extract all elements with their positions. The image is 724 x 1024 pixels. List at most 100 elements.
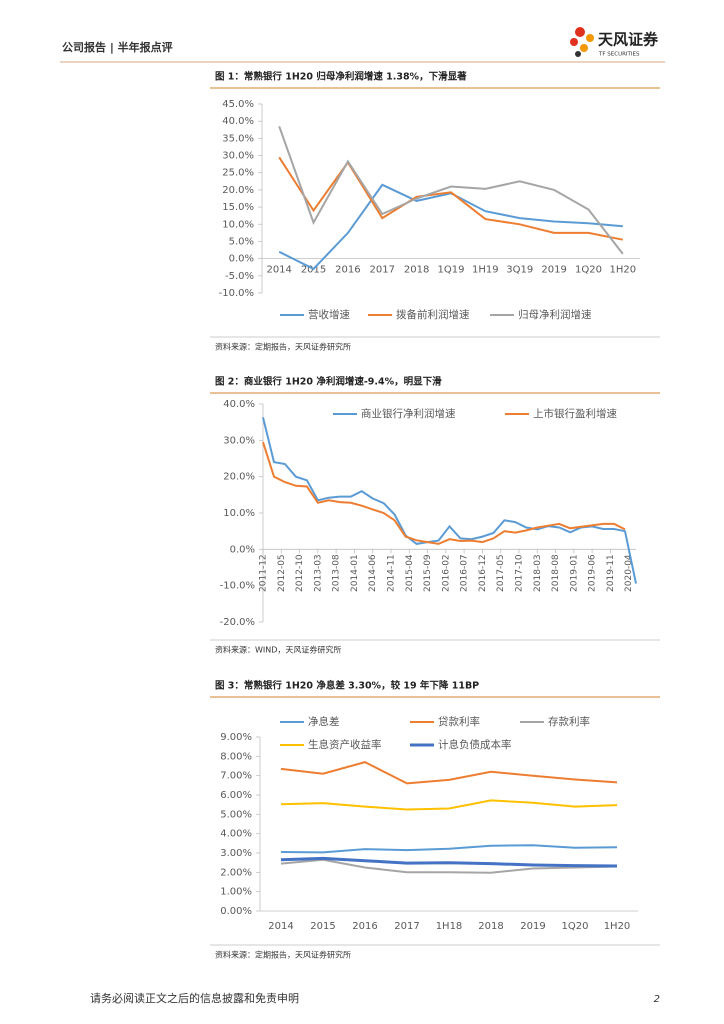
- legend-label: 归母净利润增速: [518, 308, 592, 321]
- legend-label: 拨备前利润增速: [396, 308, 470, 321]
- x-tick-label: 2018-08: [551, 554, 561, 592]
- x-tick-label: 2015-04: [405, 554, 415, 592]
- x-tick-label: 2017-10: [514, 554, 524, 592]
- y-tick-label: 5.00%: [220, 809, 252, 820]
- y-tick-label: 8.00%: [220, 751, 252, 762]
- y-tick-label: -5.0%: [225, 271, 254, 282]
- y-tick-label: 40.0%: [222, 116, 254, 127]
- x-tick-label: 2018: [478, 921, 503, 932]
- x-tick-label: 2014-06: [368, 554, 378, 592]
- x-tick-label: 2018: [404, 265, 429, 276]
- legend-label: 计息负债成本率: [438, 738, 512, 751]
- x-tick-label: 2016: [335, 265, 360, 276]
- y-tick-label: 4.00%: [220, 829, 252, 840]
- legend-label: 上市银行盈利增速: [533, 407, 617, 420]
- series-line: [262, 441, 626, 545]
- legend-label: 商业银行净利润增速: [361, 407, 456, 420]
- y-tick-label: 0.00%: [220, 906, 252, 917]
- y-tick-label: 2.00%: [220, 867, 252, 878]
- series-line: [262, 417, 637, 584]
- y-tick-label: 30.0%: [223, 435, 255, 446]
- x-tick-label: 2019-01: [569, 554, 579, 592]
- y-tick-label: 0.0%: [230, 544, 255, 555]
- series-line: [280, 844, 618, 854]
- x-tick-label: 2013-08: [332, 554, 342, 592]
- x-tick-label: 2020-04: [624, 554, 634, 592]
- x-tick-label: 2019: [541, 265, 566, 276]
- legend-label: 净息差: [308, 715, 340, 728]
- y-tick-label: 10.0%: [223, 508, 255, 519]
- y-tick-label: 20.0%: [223, 472, 255, 483]
- x-tick-label: 1H18: [436, 921, 463, 932]
- x-tick-label: 2016-07: [460, 554, 470, 592]
- series-line: [278, 156, 623, 241]
- series-line: [278, 125, 624, 255]
- x-tick-label: 1Q20: [575, 265, 602, 276]
- series-line: [280, 856, 618, 868]
- y-tick-label: 15.0%: [222, 202, 254, 213]
- x-tick-label: 2014: [266, 265, 291, 276]
- x-tick-label: 2014-01: [350, 554, 360, 592]
- x-tick-label: 2015: [310, 921, 335, 932]
- logo-mark: [570, 27, 594, 57]
- series-line: [278, 183, 623, 271]
- x-tick-label: 2015-09: [423, 554, 433, 592]
- x-tick-label: 2014: [268, 921, 293, 932]
- figure-title: 图 2：商业银行 1H20 净利润增速-9.4%，明显下滑: [215, 376, 442, 388]
- y-tick-label: 6.00%: [220, 790, 252, 801]
- y-tick-label: 9.00%: [220, 732, 252, 743]
- y-tick-label: 40.0%: [223, 399, 255, 410]
- y-tick-label: -10.0%: [219, 288, 254, 299]
- x-tick-label: 2019: [520, 921, 545, 932]
- x-tick-label: 2019-06: [588, 554, 598, 592]
- y-tick-label: 20.0%: [222, 185, 254, 196]
- legend-label: 营收增速: [308, 308, 350, 321]
- figure-source: 资料来源：定期报告，天风证券研究所: [215, 342, 351, 352]
- figure-source: 资料来源：定期报告，天风证券研究所: [215, 950, 351, 960]
- y-tick-label: -10.0%: [220, 581, 255, 592]
- series-line: [280, 761, 618, 785]
- x-tick-label: 2016-02: [441, 554, 451, 592]
- x-tick-label: 1Q19: [438, 265, 465, 276]
- x-tick-label: 2014-11: [386, 554, 396, 592]
- x-tick-label: 1Q20: [562, 921, 589, 932]
- x-tick-label: 2019-11: [606, 554, 616, 592]
- y-tick-label: 1.00%: [220, 887, 252, 898]
- x-tick-label: 2016: [352, 921, 377, 932]
- x-tick-label: 1H19: [472, 265, 499, 276]
- x-tick-label: 1H20: [604, 921, 631, 932]
- figure-title: 图 1：常熟银行 1H20 归母净利润增速 1.38%，下滑显著: [215, 71, 467, 83]
- series-line: [280, 858, 618, 874]
- x-tick-label: 2015: [301, 265, 326, 276]
- page-number: 2: [654, 994, 660, 1005]
- figure-source: 资料来源：WIND，天风证券研究所: [215, 645, 341, 655]
- legend-label: 贷款利率: [438, 715, 480, 728]
- header-section: 公司报告 | 半年报点评: [62, 40, 173, 54]
- x-tick-label: 2016-12: [478, 554, 488, 592]
- x-tick-label: 3Q19: [506, 265, 533, 276]
- figure-title: 图 3：常熟银行 1H20 净息差 3.30%，较 19 年下降 11BP: [215, 680, 479, 692]
- x-tick-label: 1H20: [610, 265, 637, 276]
- legend-label: 生息资产收益率: [308, 738, 382, 751]
- y-tick-label: 3.00%: [220, 848, 252, 859]
- y-tick-label: 30.0%: [222, 151, 254, 162]
- y-tick-label: 7.00%: [220, 771, 252, 782]
- x-tick-label: 2012-10: [295, 554, 305, 592]
- x-tick-label: 2017: [394, 921, 419, 932]
- footer-disclaimer: 请务必阅读正文之后的信息披露和免责申明: [90, 991, 299, 1005]
- x-tick-label: 2017-05: [496, 554, 506, 592]
- y-tick-label: 0.0%: [229, 254, 254, 265]
- y-tick-label: 5.0%: [229, 236, 254, 247]
- x-tick-label: 2012-05: [277, 554, 287, 592]
- y-tick-label: 45.0%: [222, 99, 254, 110]
- x-tick-label: 2013-03: [313, 554, 323, 592]
- x-tick-label: 2011-12: [259, 554, 269, 592]
- y-tick-label: 35.0%: [222, 133, 254, 144]
- y-tick-label: -20.0%: [220, 617, 255, 628]
- x-tick-label: 2018-03: [533, 554, 543, 592]
- x-tick-label: 2017: [370, 265, 395, 276]
- y-tick-label: 10.0%: [222, 219, 254, 230]
- series-line: [280, 799, 618, 811]
- logo-sub: TF SECURITIES: [598, 52, 640, 58]
